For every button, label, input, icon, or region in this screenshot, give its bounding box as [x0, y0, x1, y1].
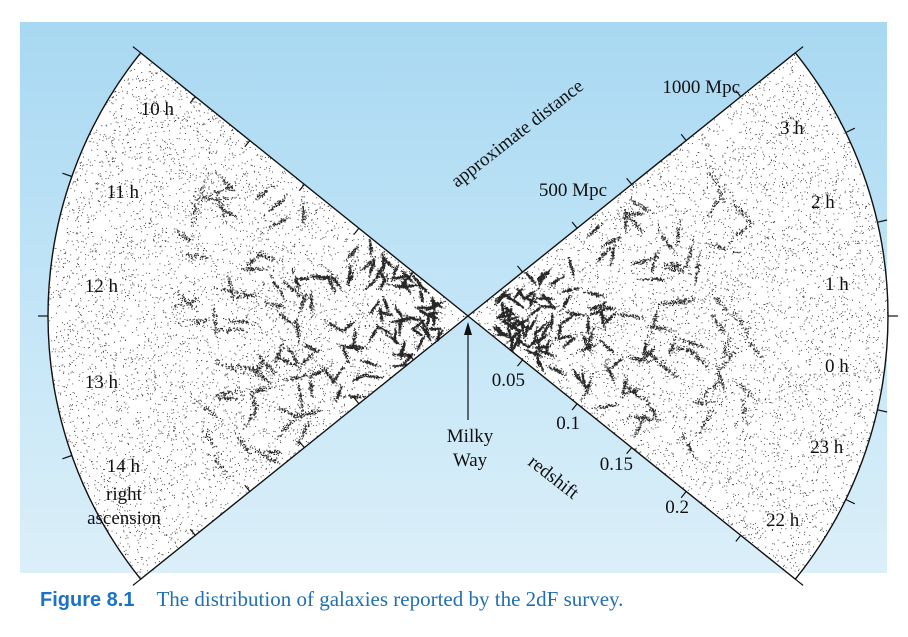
milky-way-label-line1: Milky [447, 426, 494, 447]
edge-tick-0-210 [298, 184, 305, 191]
milky-way-arrow-head [464, 322, 472, 335]
ra-tick-left-3 [62, 454, 72, 460]
figure-number: Figure 8.1 [40, 589, 135, 611]
ra-tick-right-5 [845, 498, 856, 505]
axis-ticks [38, 46, 898, 586]
edge-tick-1-210 [298, 441, 305, 448]
redshift-tick-0-05: 0.05 [492, 370, 525, 391]
wedge-outlines [47, 51, 889, 581]
edge-tick-1-280 [244, 484, 251, 492]
galaxy-points [48, 54, 889, 578]
edge-tick-2-350 [735, 90, 742, 98]
edge-tick-1-350 [189, 528, 196, 536]
ra-tick-left-4 [132, 578, 142, 586]
redshift-axis-label: redshift [524, 451, 583, 504]
edge-tick-0-350 [189, 96, 196, 104]
ra-label-11h: 11 h [106, 182, 139, 203]
ra-label-13h: 13 h [85, 372, 119, 393]
edge-tick-2-140 [571, 221, 578, 229]
ra-label-0h: 0 h [825, 356, 849, 377]
distance-tick-1000mpc: 1000 Mpc [662, 77, 740, 98]
edge-tick-2-210 [626, 177, 633, 185]
ra-label-1h: 1 h [825, 274, 849, 295]
ra-tick-right-1 [845, 127, 856, 134]
edge-tick-1-140 [353, 397, 360, 405]
ra-label-2h: 2 h [811, 192, 835, 213]
left-wedge-outline [47, 51, 470, 581]
ra-label-23h: 23 h [810, 437, 844, 458]
right-wedge-outline [466, 51, 889, 581]
ra-tick-right-2 [877, 219, 888, 223]
edge-tick-2-70 [517, 265, 524, 273]
ra-label-10h: 10 h [141, 99, 175, 120]
edge-tick-3-210 [626, 447, 633, 455]
left-wedge [48, 52, 468, 580]
edge-tick-1-70 [407, 353, 414, 361]
ra-label-12h: 12 h [85, 276, 119, 297]
ra-axis-label-line1: right [106, 484, 143, 505]
edge-tick-3-280 [680, 491, 687, 499]
distance-axis-label: approximate distance [447, 76, 588, 192]
galaxy-point-field [48, 54, 889, 578]
edge-tick-3-350 [735, 534, 742, 542]
figure-caption-text: The distribution of galaxies reported by… [156, 587, 624, 611]
distance-tick-500mpc: 500 Mpc [539, 180, 607, 201]
ra-tick-left-0 [132, 46, 142, 54]
redshift-tick-0-15: 0.15 [600, 454, 633, 475]
ra-tick-right-4 [877, 409, 888, 413]
redshift-tick-0-1: 0.1 [556, 413, 580, 434]
edge-tick-2-280 [680, 133, 687, 141]
ra-label-14h: 14 h [107, 456, 141, 477]
ra-label-22h: 22 h [766, 510, 800, 531]
edge-tick-0-70 [407, 271, 414, 279]
edge-tick-3-140 [571, 403, 578, 411]
ra-tick-left-1 [62, 172, 72, 178]
ra-tick-right-0 [794, 46, 804, 54]
figure-caption: Figure 8.1 The distribution of galaxies r… [40, 587, 880, 613]
ra-tick-right-6 [794, 578, 804, 586]
edge-tick-3-70 [517, 359, 524, 367]
ra-label-3h: 3 h [780, 118, 804, 139]
ra-axis-label-line2: ascension [87, 508, 161, 529]
milky-way-label-line2: Way [453, 450, 488, 471]
edge-tick-0-140 [353, 227, 360, 235]
redshift-tick-0-2: 0.2 [665, 497, 689, 518]
edge-tick-0-280 [244, 140, 251, 148]
